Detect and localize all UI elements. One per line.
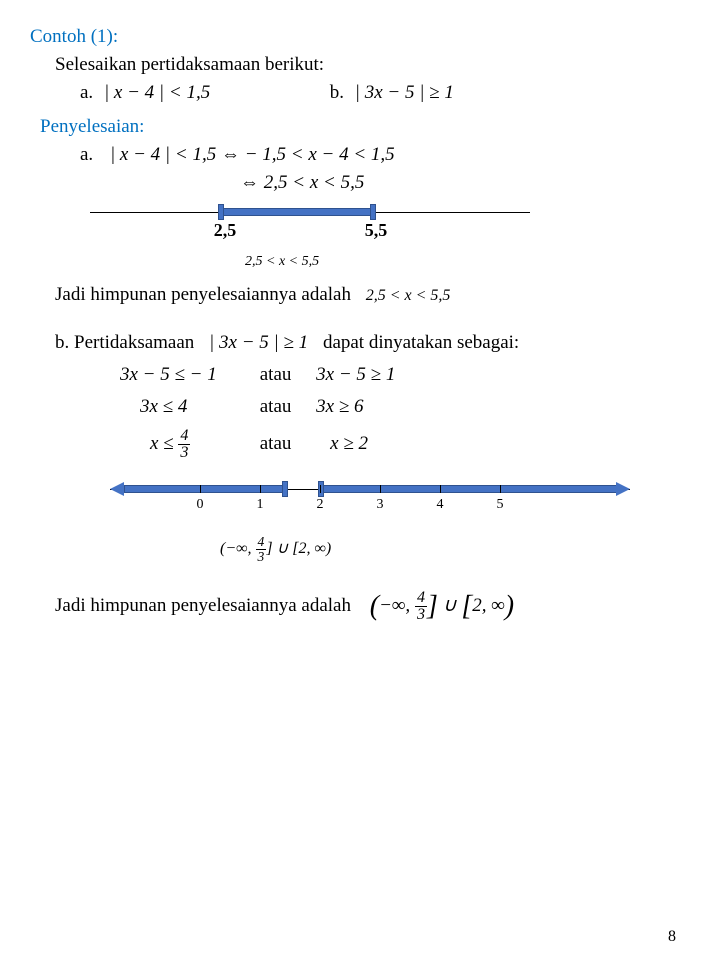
solution-heading: Penyelesaian:: [40, 116, 690, 138]
numberline-b-seg-right: [320, 485, 618, 493]
sol-a-label: a.: [80, 144, 93, 165]
b-l2b: 3x ≥ 6: [316, 396, 363, 417]
problems-row: a. | x − 4 | < 1,5 b. | 3x − 5 | ≥ 1: [80, 82, 690, 104]
b-l1a: 3x − 5 ≤ − 1: [120, 364, 255, 386]
sol-b-intro: b. Pertidaksamaan | 3x − 5 | ≥ 1 dapat d…: [55, 332, 690, 354]
tick-2: [320, 485, 321, 493]
sol-b-conclusion-text: Jadi himpunan penyelesaiannya adalah: [55, 595, 351, 616]
b-l3a-prefix: x ≤: [150, 433, 178, 454]
b-l3a: x ≤ 43: [150, 428, 255, 461]
tick-1: [260, 485, 261, 493]
sol-b-intro-part1: b. Pertidaksamaan: [55, 332, 194, 353]
ticklabel-5: 5: [497, 497, 504, 513]
sol-a-step1: | x − 4 | < 1,5 ⇔ − 1,5 < x − 4 < 1,5: [110, 144, 395, 165]
tick-3: [380, 485, 381, 493]
numberline-a: 2,5 5,5: [90, 202, 530, 252]
ticklabel-3: 3: [377, 497, 384, 513]
ticklabel-4: 4: [437, 497, 444, 513]
ticklabel-0: 0: [197, 497, 204, 513]
sol-a-row1: a. | x − 4 | < 1,5 ⇔ − 1,5 < x − 4 < 1,5: [80, 144, 690, 166]
sol-b-intro-math: | 3x − 5 | ≥ 1: [209, 332, 308, 353]
b-l2a: 3x ≤ 4: [140, 396, 255, 418]
sol-b-conclusion: Jadi himpunan penyelesaiannya adalah (−∞…: [55, 590, 690, 623]
frac-4-3-c: 43: [415, 590, 427, 623]
interval-cap-right: ] ∪ [2, ∞): [266, 540, 331, 557]
sol-a-conclusion-text: Jadi himpunan penyelesaiannya adalah: [55, 284, 351, 305]
prob-a-label: a.: [80, 82, 93, 103]
numberline-b-caption: (−∞, 43] ∪ [2, ∞): [220, 535, 690, 563]
interval-cap-left: (−∞,: [220, 540, 256, 557]
sol-b-line1: 3x − 5 ≤ − 1 atau 3x − 5 ≥ 1: [120, 364, 690, 386]
tick-5: [500, 485, 501, 493]
frac-4-3-a: 43: [178, 428, 190, 461]
sol-b-line2: 3x ≤ 4 atau 3x ≥ 6: [140, 396, 690, 418]
numberline-a-label-left: 2,5: [214, 220, 237, 241]
sol-b-answer: (−∞, 43] ∪ [2, ∞): [370, 595, 514, 616]
sol-a-step2: ⇔ 2,5 < x < 5,5: [240, 172, 364, 193]
numberline-b-leftend: [282, 481, 288, 497]
numberline-b-rightstart: [318, 481, 324, 497]
example-title: Contoh (1):: [30, 26, 690, 48]
ticklabel-1: 1: [257, 497, 264, 513]
numberline-a-leftcap: [218, 204, 224, 220]
numberline-a-rightcap: [370, 204, 376, 220]
instruction: Selesaikan pertidaksamaan berikut:: [55, 54, 690, 76]
page-number: 8: [668, 928, 676, 946]
numberline-a-label-right: 5,5: [365, 220, 388, 241]
b-l3b: x ≥ 2: [330, 433, 368, 454]
sol-b-intro-part2: dapat dinyatakan sebagai:: [323, 332, 519, 353]
ticklabel-2: 2: [317, 497, 324, 513]
frac-4-3-b: 43: [256, 535, 267, 563]
numberline-b: 0 1 2 3 4 5: [110, 479, 630, 529]
numberline-a-segment: [220, 208, 372, 216]
atau1: atau: [260, 364, 292, 385]
numberline-b-arrow-right: [616, 482, 630, 496]
prob-a-math: | x − 4 | < 1,5: [104, 82, 210, 103]
b-l1b: 3x − 5 ≥ 1: [316, 364, 395, 385]
sol-a-answer: 2,5 < x < 5,5: [366, 287, 451, 304]
atau3: atau: [260, 433, 292, 454]
tick-0: [200, 485, 201, 493]
numberline-a-caption: 2,5 < x < 5,5: [245, 254, 690, 270]
numberline-b-arrow-left: [110, 482, 124, 496]
prob-b-label: b.: [330, 82, 344, 103]
sol-a-conclusion: Jadi himpunan penyelesaiannya adalah 2,5…: [55, 284, 690, 306]
sol-b-line3: x ≤ 43 atau x ≥ 2: [150, 428, 690, 461]
atau2: atau: [260, 396, 292, 417]
prob-b-math: | 3x − 5 | ≥ 1: [355, 82, 454, 103]
sol-a-row2: ⇔ 2,5 < x < 5,5: [240, 172, 690, 194]
tick-4: [440, 485, 441, 493]
